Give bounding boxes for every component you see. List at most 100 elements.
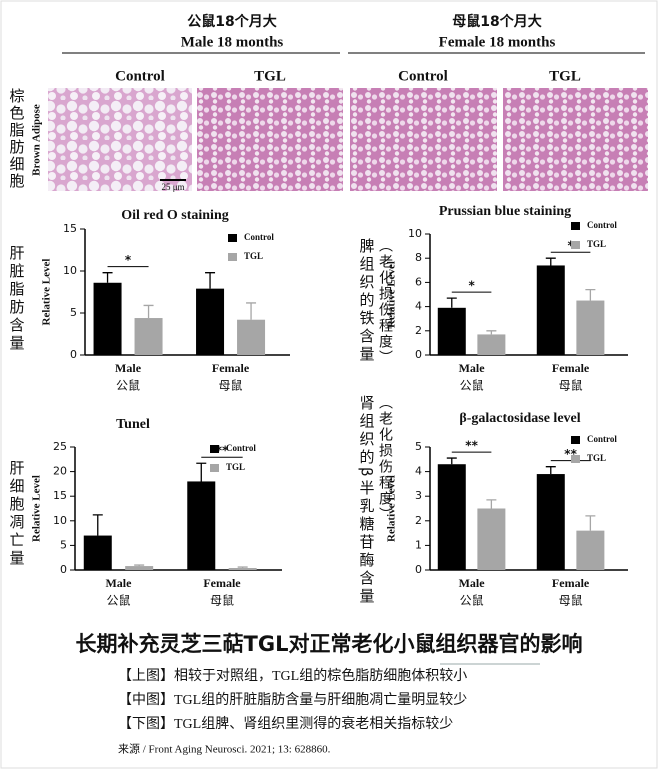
y-tick-label: 20 bbox=[53, 465, 67, 478]
y-tick-label: 10 bbox=[53, 514, 67, 527]
error-bar bbox=[143, 304, 154, 319]
x-tick-sublabel: 母鼠 bbox=[219, 379, 243, 393]
header-cn: 公鼠18个月大 bbox=[187, 13, 276, 30]
y-tick-label: 10 bbox=[63, 264, 77, 277]
x-tick-sublabel: 公鼠 bbox=[460, 379, 484, 393]
caption: 【下图】TGL组脾、肾组织里测得的衰老相关指标较少 bbox=[118, 715, 453, 732]
side-label: 肾组织的β半乳糖苷酶含量 bbox=[358, 395, 376, 606]
bar bbox=[437, 307, 466, 355]
error-bar bbox=[237, 566, 248, 569]
histology-image bbox=[503, 88, 648, 191]
y-tick-label: 10 bbox=[408, 227, 422, 240]
y-tick-label: 0 bbox=[415, 563, 422, 576]
error-bar bbox=[486, 499, 497, 509]
legend-label: Control bbox=[244, 232, 274, 242]
x-tick-label: Male bbox=[105, 576, 132, 590]
x-tick-label: Female bbox=[203, 576, 241, 590]
caption: 【上图】相较于对照组，TGL组的棕色脂肪细胞体积较小 bbox=[118, 667, 467, 684]
error-bar bbox=[246, 302, 257, 320]
header-cn: 母鼠18个月大 bbox=[452, 13, 541, 30]
error-bar bbox=[446, 457, 457, 465]
y-tick-label: 5 bbox=[70, 306, 77, 319]
source: 来源 / Front Aging Neurosci. 2021; 13: 628… bbox=[118, 742, 331, 756]
legend-swatch bbox=[571, 455, 580, 463]
legend-swatch bbox=[228, 234, 237, 242]
legend-swatch bbox=[210, 445, 219, 453]
x-tick-sublabel: 公鼠 bbox=[460, 594, 484, 608]
y-tick-label: 5 bbox=[60, 538, 67, 551]
y-tick-label: 0 bbox=[60, 563, 67, 576]
column-label: Control bbox=[398, 68, 448, 84]
side-label: 肝细胞凋亡量 bbox=[8, 460, 26, 568]
chart-title: Tunel bbox=[116, 417, 150, 432]
x-tick-label: Female bbox=[552, 361, 590, 375]
y-axis-label: Relative Level bbox=[386, 475, 398, 542]
error-bar bbox=[545, 257, 556, 266]
side-note: （老化损伤程度） bbox=[377, 238, 393, 366]
legend-label: Control bbox=[587, 220, 617, 230]
error-bar bbox=[102, 272, 113, 283]
bar bbox=[83, 535, 112, 570]
y-tick-label: 25 bbox=[53, 440, 67, 453]
x-tick-sublabel: 母鼠 bbox=[559, 594, 583, 608]
column-label: Control bbox=[115, 68, 165, 84]
y-tick-label: 2 bbox=[415, 324, 422, 337]
y-tick-label: 5 bbox=[415, 440, 422, 453]
y-axis-label: Relative Level bbox=[41, 259, 53, 326]
chart-title: β-galactosidase level bbox=[459, 411, 580, 426]
legend-label: Control bbox=[587, 434, 617, 444]
bar bbox=[477, 508, 506, 570]
x-tick-sublabel: 母鼠 bbox=[559, 379, 583, 393]
side-label: 肝脏脂肪含量 bbox=[8, 245, 26, 353]
caption: 【中图】TGL组的肝脏脂肪含量与肝细胞凋亡量明显较少 bbox=[118, 692, 467, 708]
y-tick-label: 1 bbox=[415, 538, 422, 551]
legend-label: TGL bbox=[587, 453, 606, 463]
error-bar bbox=[92, 514, 103, 536]
significance-label: * bbox=[468, 279, 475, 293]
x-tick-label: Female bbox=[552, 576, 590, 590]
bar bbox=[125, 566, 154, 570]
x-tick-label: Male bbox=[459, 361, 486, 375]
error-bar bbox=[134, 564, 145, 567]
header-en: Female 18 months bbox=[439, 34, 556, 50]
y-tick-label: 6 bbox=[415, 275, 422, 288]
y-tick-label: 3 bbox=[415, 489, 422, 502]
y-tick-label: 8 bbox=[415, 251, 422, 264]
error-bar bbox=[545, 466, 556, 475]
histology-image bbox=[350, 88, 497, 191]
row-label-en: Brown Adipose bbox=[31, 104, 43, 176]
significance-label: ** bbox=[216, 444, 229, 458]
legend-label: TGL bbox=[587, 239, 606, 249]
bar bbox=[237, 319, 266, 355]
bar bbox=[576, 530, 605, 570]
header-en: Male 18 months bbox=[181, 34, 284, 50]
legend-swatch bbox=[571, 222, 580, 230]
row-label: 棕色脂肪细胞 bbox=[8, 88, 26, 190]
chart-title: Prussian blue staining bbox=[439, 204, 571, 219]
legend-swatch bbox=[571, 241, 580, 249]
significance-label: * bbox=[567, 239, 574, 253]
x-tick-sublabel: 公鼠 bbox=[116, 379, 140, 393]
histology-image bbox=[48, 88, 192, 191]
bar bbox=[228, 568, 257, 570]
error-bar bbox=[585, 515, 596, 531]
y-axis-label: Relative Level bbox=[31, 475, 43, 542]
x-tick-label: Female bbox=[212, 361, 250, 375]
bar bbox=[187, 481, 216, 570]
y-tick-label: 15 bbox=[63, 222, 77, 235]
y-tick-label: 0 bbox=[70, 348, 77, 361]
y-axis-label: Relative Level bbox=[386, 261, 398, 328]
column-label: TGL bbox=[254, 68, 286, 84]
legend-label: Control bbox=[226, 443, 256, 453]
footer-title: 长期补充灵芝三萜TGL对正常老化小鼠组织器官的影响 bbox=[76, 632, 583, 656]
side-note: （老化损伤程度） bbox=[377, 395, 393, 523]
error-bar bbox=[486, 330, 497, 335]
y-tick-label: 4 bbox=[415, 300, 422, 313]
legend-swatch bbox=[228, 253, 237, 261]
bar bbox=[536, 265, 565, 355]
y-tick-label: 0 bbox=[415, 348, 422, 361]
y-tick-label: 2 bbox=[415, 514, 422, 527]
legend-swatch bbox=[210, 464, 219, 472]
